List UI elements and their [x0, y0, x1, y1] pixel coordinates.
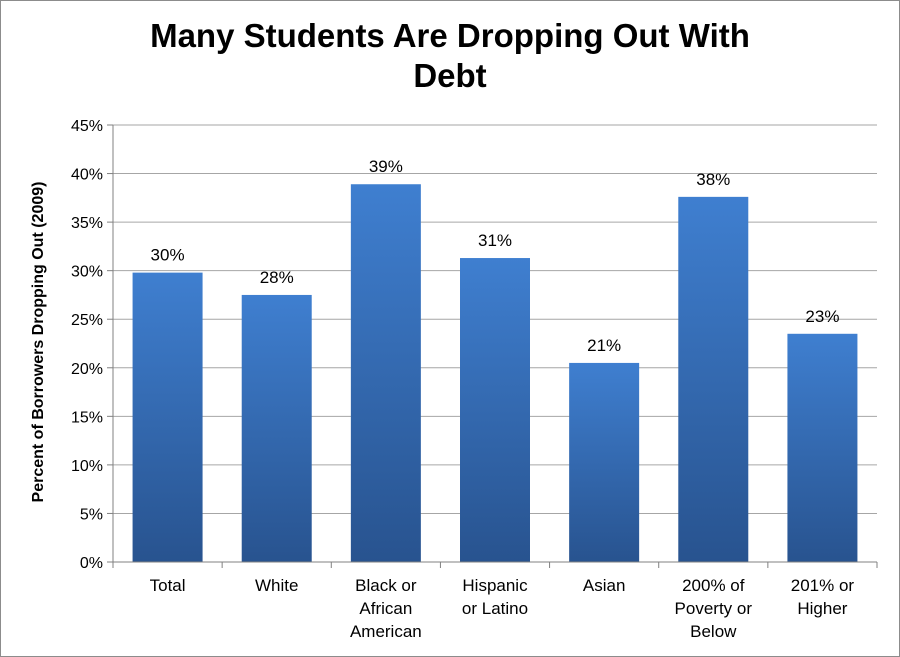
data-label: 31%: [478, 231, 512, 250]
x-tick-label: 200% of: [682, 576, 745, 595]
bar: [569, 362, 640, 562]
x-tick-label: Hispanic: [462, 576, 528, 595]
y-tick-label: 30%: [71, 264, 103, 281]
x-tick-label: American: [350, 622, 422, 641]
x-tick-label: 201% or: [791, 576, 855, 595]
x-tick-label: African: [359, 599, 412, 618]
data-label: 38%: [696, 170, 730, 189]
y-tick-label: 25%: [71, 312, 103, 329]
bar: [132, 272, 203, 562]
data-label: 21%: [587, 336, 621, 355]
y-tick-label: 35%: [71, 215, 103, 232]
y-tick-label: 40%: [71, 167, 103, 184]
bars: [132, 184, 858, 562]
x-tick-label: Poverty or: [675, 599, 753, 618]
y-tick-label: 5%: [80, 506, 103, 523]
y-tick-label: 0%: [80, 555, 103, 572]
x-tick-label: White: [255, 576, 298, 595]
bar: [678, 196, 749, 562]
bar: [350, 184, 421, 562]
data-label: 23%: [805, 307, 839, 326]
y-axis-label: Percent of Borrowers Dropping Out (2009): [30, 182, 47, 503]
chart-title-line-1: Many Students Are Dropping Out With: [150, 17, 750, 54]
chart-title: Many Students Are Dropping Out With Debt: [0, 16, 900, 96]
y-tick-label: 20%: [71, 361, 103, 378]
bar: [460, 258, 530, 562]
x-tick-label: Asian: [583, 576, 626, 595]
y-tick-label: 45%: [71, 118, 103, 135]
y-tick-label: 15%: [71, 409, 103, 426]
x-tick-label: Higher: [797, 599, 847, 618]
chart-title-line-2: Debt: [413, 57, 487, 94]
x-tick-label: Below: [690, 622, 737, 641]
data-label: 28%: [260, 268, 294, 287]
data-label: 30%: [151, 246, 185, 265]
labels: 0% 5% 10% 15% 20% 25% 30% 35% 40% 45% 30% Total 28% W…: [71, 118, 854, 641]
y-tick-label: 10%: [71, 458, 103, 475]
x-tick-label: Total: [150, 576, 186, 595]
x-tick-label: or Latino: [462, 599, 528, 618]
bar: [241, 294, 312, 562]
axes: [107, 124, 878, 568]
data-label: 39%: [369, 157, 403, 176]
bar: [787, 333, 858, 562]
x-tick-label: Black or: [355, 576, 417, 595]
